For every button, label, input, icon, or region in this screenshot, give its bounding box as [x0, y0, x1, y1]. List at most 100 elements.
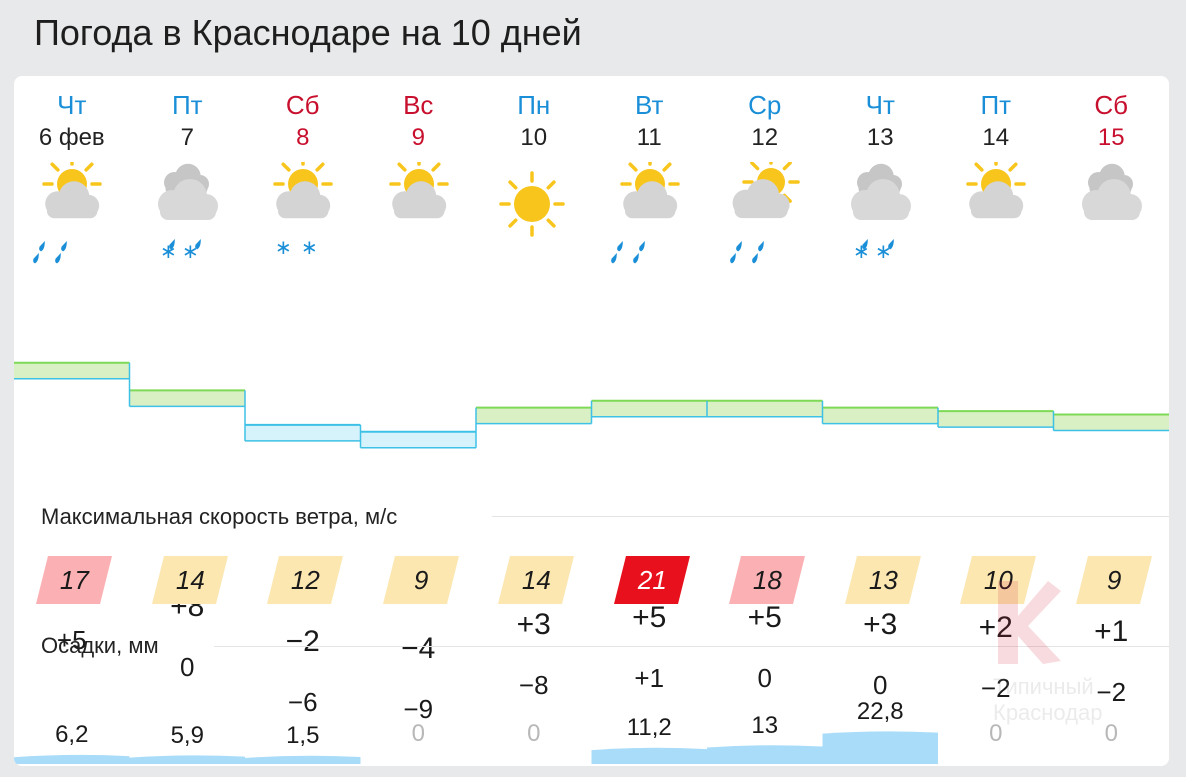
day-of-week: Вс — [403, 90, 434, 120]
temp-min-label: −6 — [287, 686, 318, 717]
day-date: 15 — [1097, 124, 1125, 151]
cloudy-sleet-icon: ∗ ∗ — [157, 163, 218, 263]
day-of-week: Сб — [1094, 90, 1129, 120]
wind-speed-value: 18 — [752, 564, 782, 595]
temp-min-label: +1 — [634, 662, 665, 693]
wind-speed-value: 13 — [868, 564, 897, 595]
wind-speed-value: 10 — [983, 564, 1013, 595]
wind-speed-badge: 21 — [613, 556, 690, 604]
page-title: Погода в Краснодаре на 10 дней — [34, 12, 582, 53]
precip-bar — [591, 747, 707, 764]
wind-speed-value: 17 — [59, 564, 89, 595]
temp-band — [938, 411, 1054, 428]
partly-sunny-icon — [966, 162, 1026, 219]
temp-min-label: −2 — [1096, 676, 1127, 707]
wind-speed-badge: 14 — [498, 556, 574, 604]
partly-sunny-snow-icon: ∗ ∗ — [273, 162, 333, 259]
wind-speed-value: 9 — [413, 564, 428, 595]
temp-band — [707, 400, 823, 417]
svg-text:∗: ∗ — [182, 239, 199, 263]
wind-speed-badge: 14 — [151, 556, 228, 604]
temp-min-label: 0 — [873, 669, 888, 700]
day-of-week: Пн — [517, 90, 551, 120]
svg-text:∗: ∗ — [875, 239, 892, 263]
sun-icon — [499, 171, 565, 237]
wind-speed-value: 9 — [1106, 564, 1121, 595]
precipitation-chart — [14, 731, 938, 764]
temp-band — [1053, 414, 1169, 431]
temperature-chart: +16+5+80−2−6−4−9+3−8+5+1+50+30+2−2+1−2 — [14, 316, 1169, 724]
cloudy-sun-rain-icon — [730, 162, 800, 264]
day-column[interactable]: Пн 10 — [476, 76, 592, 306]
wind-section-title: Максимальная скорость ветра, м/с — [41, 504, 398, 529]
temp-band — [591, 400, 707, 417]
temp-min-label: 0 — [180, 652, 195, 683]
day-of-week: Пт — [980, 90, 1012, 120]
temp-min-label: 0 — [757, 662, 772, 693]
temp-max-label: +3 — [863, 607, 898, 641]
day-date: 7 — [180, 124, 194, 151]
wind-speed-badge: 18 — [729, 556, 805, 604]
day-date: 8 — [296, 124, 310, 151]
day-of-week: Сб — [285, 90, 320, 120]
cloudy-icon — [1081, 163, 1142, 220]
day-column[interactable]: Пт 14 — [938, 76, 1054, 306]
day-column[interactable]: Чт 13 ∗ ∗ — [823, 76, 939, 306]
day-column[interactable]: Сб 8 ∗ ∗ — [245, 76, 361, 306]
day-date: 9 — [411, 124, 425, 151]
temp-band — [129, 390, 245, 407]
temp-min-label: −2 — [980, 673, 1011, 704]
precip-value: 6,2 — [55, 721, 89, 749]
temperature-graph — [14, 361, 1169, 449]
day-column[interactable]: Чт 6 фев — [14, 76, 130, 306]
cloudy-sleet-icon: ∗ ∗ — [850, 163, 911, 263]
temp-min-label: −8 — [518, 669, 549, 700]
temp-max-label: +5 — [747, 600, 782, 634]
day-column[interactable]: Сб 15 — [1054, 76, 1170, 306]
precip-value: 0 — [411, 720, 425, 747]
day-date: 14 — [982, 124, 1010, 151]
precip-value: 0 — [989, 720, 1003, 747]
day-column[interactable]: Вс 9 — [361, 76, 477, 306]
day-column[interactable]: Пт 7 ∗ ∗ — [130, 76, 246, 306]
temp-max-label: +5 — [632, 600, 667, 634]
precip-bar — [707, 745, 823, 764]
temp-min-label: −9 — [403, 693, 434, 724]
temp-max-label: +3 — [516, 607, 551, 641]
precip-value: 1,5 — [286, 722, 320, 749]
precip-value: 22,8 — [856, 697, 904, 725]
days-row: Чт 6 фев Пт 7 ∗ ∗ Сб 8 ∗ ∗ Вс 9 Пн 10 Вт 11 Ср 12 Чт… — [14, 76, 1169, 306]
temp-band — [245, 424, 361, 441]
precip-value: 0 — [527, 720, 541, 747]
partly-sunny-rain-icon — [610, 162, 680, 264]
temp-min-label: +5 — [56, 624, 87, 655]
wind-speed-badge: 12 — [267, 556, 343, 604]
precip-bar — [129, 755, 245, 764]
svg-text:∗: ∗ — [275, 235, 292, 259]
temp-band — [822, 407, 938, 424]
day-of-week: Чт — [57, 90, 87, 120]
svg-text:∗: ∗ — [853, 239, 870, 263]
day-date: 6 фев — [38, 124, 105, 151]
wind-speed-badge: 9 — [1075, 556, 1152, 604]
precip-value: 11,2 — [626, 714, 672, 742]
wind-section-divider — [492, 516, 1169, 517]
day-of-week: Вт — [635, 90, 664, 120]
day-column[interactable]: Вт 11 — [592, 76, 708, 306]
temp-max-label: +1 — [1094, 614, 1129, 648]
wind-speed-badge: 17 — [36, 556, 112, 604]
precip-value: 13 — [751, 711, 779, 739]
temp-max-label: +2 — [978, 611, 1013, 645]
forecast-card: Чт 6 фев Пт 7 ∗ ∗ Сб 8 ∗ ∗ Вс 9 Пн 10 Вт 11 Ср 12 Чт… — [14, 76, 1169, 766]
day-date: 12 — [751, 124, 779, 151]
wind-speed-value: 21 — [637, 564, 666, 595]
day-column[interactable]: Ср 12 — [707, 76, 823, 306]
day-of-week: Ср — [748, 90, 782, 120]
precip-section-divider — [214, 646, 1169, 647]
temp-band — [360, 431, 476, 448]
precip-section-title: Осадки, мм — [41, 633, 159, 658]
day-of-week: Пт — [171, 90, 203, 120]
wind-speed-badge: 10 — [960, 556, 1036, 604]
precip-value: 5,9 — [170, 721, 204, 749]
day-of-week: Чт — [865, 90, 895, 120]
